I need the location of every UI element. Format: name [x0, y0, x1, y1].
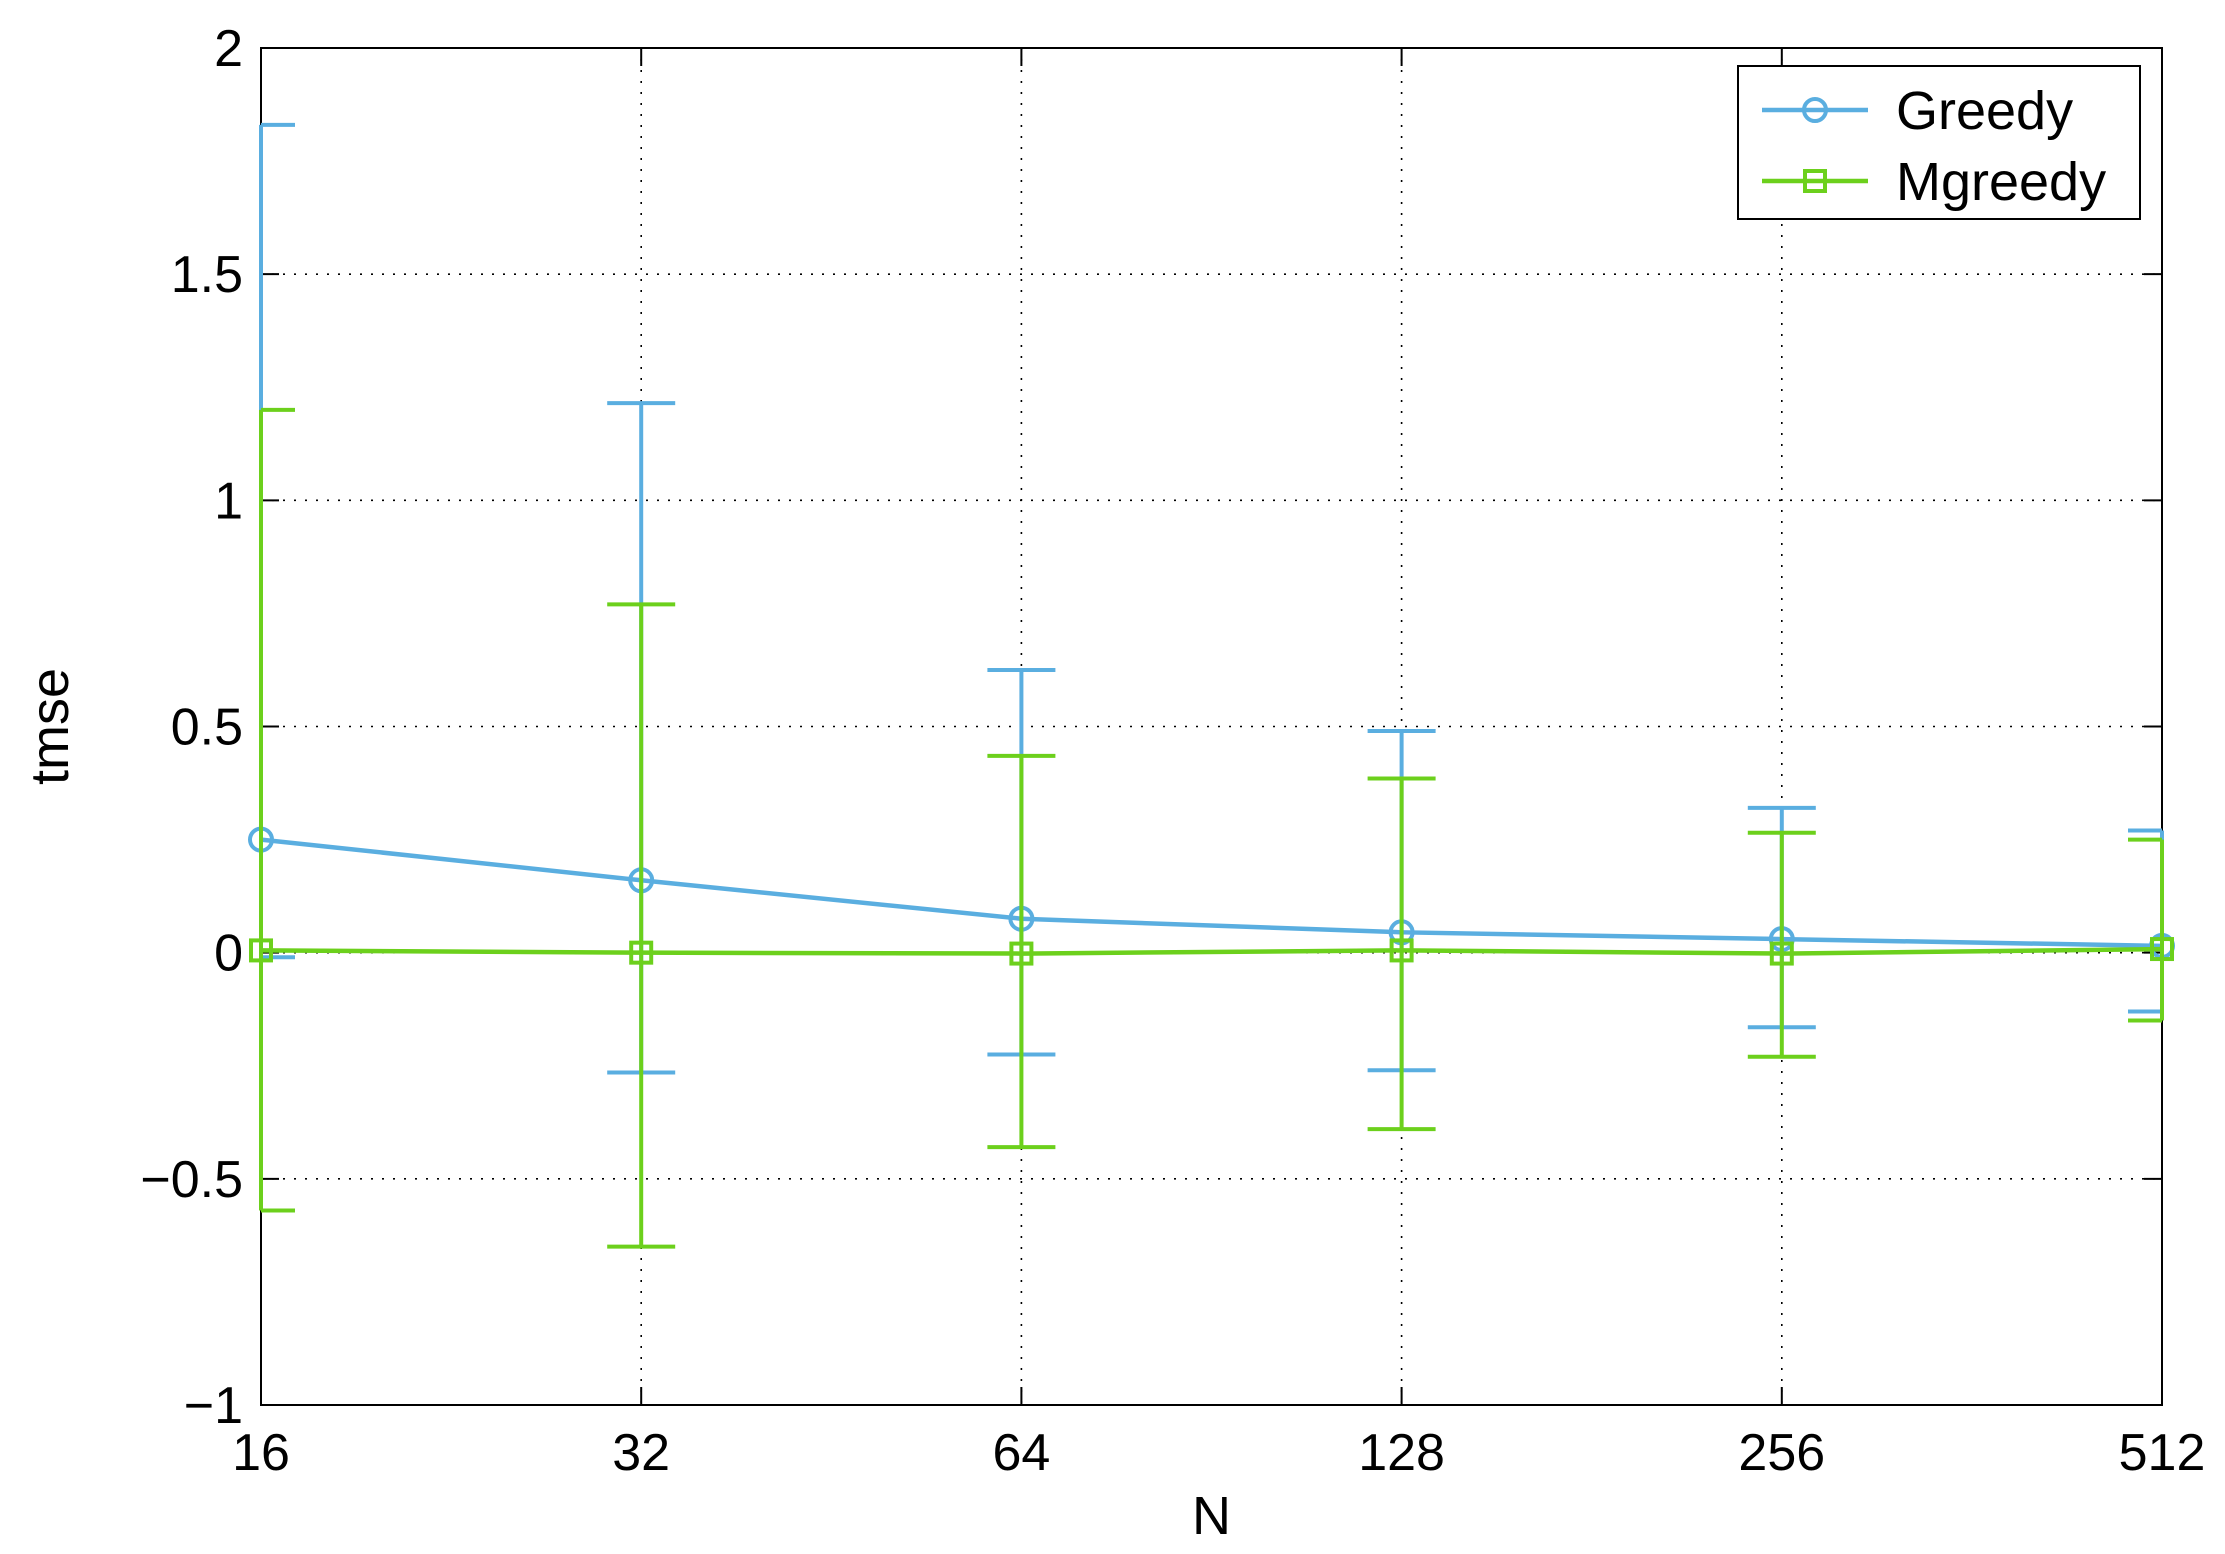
- series-line-greedy: [260, 837, 2163, 949]
- x-tick-label: 128: [1358, 1424, 1445, 1482]
- legend-box: [1737, 65, 2141, 220]
- data-point-mgreedy: [1769, 941, 1794, 966]
- y-tick-label: 0: [214, 925, 243, 983]
- data-point-mgreedy: [249, 938, 273, 963]
- axis-ticks: 16 32 64 128 256 512 2 1.5 1 0.5 0 −0.5 −1: [140, 20, 2205, 1482]
- y-tick-label: 2: [214, 20, 243, 78]
- x-tick-label: 16: [232, 1424, 290, 1482]
- y-tick-label: −1: [184, 1377, 243, 1435]
- x-tick-label: 512: [2119, 1424, 2206, 1482]
- series-line-mgreedy: [260, 946, 2163, 956]
- series-layer: [248, 122, 2175, 1249]
- y-axis-label: tmse: [20, 668, 80, 785]
- y-tick-label: 0.5: [171, 699, 243, 757]
- data-point-mgreedy: [1009, 941, 1034, 966]
- x-tick-label: 256: [1738, 1424, 1825, 1482]
- data-point-mgreedy: [1389, 938, 1414, 963]
- y-tick-label: 1.5: [171, 246, 243, 304]
- y-tick-label: 1: [214, 472, 243, 530]
- y-tick-label: −0.5: [140, 1151, 243, 1209]
- x-axis-label: N: [1192, 1486, 1231, 1546]
- data-point-mgreedy: [629, 940, 654, 965]
- legend-label-greedy: Greedy: [1896, 81, 2073, 141]
- legend-marker-square: [1803, 169, 1827, 193]
- legend: Greedy Mgreedy: [1737, 65, 2141, 220]
- series-mgreedy: [249, 407, 2174, 1249]
- legend-marker-circle: [1802, 97, 1828, 123]
- data-point-mgreedy: [2150, 937, 2174, 962]
- x-tick-label: 64: [992, 1424, 1050, 1482]
- legend-label-mgreedy: Mgreedy: [1896, 152, 2106, 212]
- x-tick-label: 32: [612, 1424, 670, 1482]
